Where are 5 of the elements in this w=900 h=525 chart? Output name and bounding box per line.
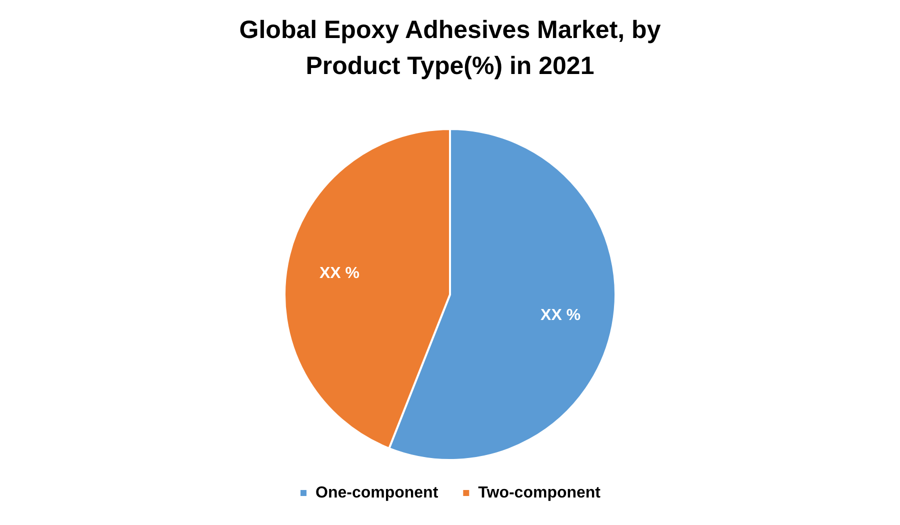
- data-label: XX %: [319, 264, 360, 282]
- data-label: XX %: [540, 306, 581, 324]
- legend-label: One-component: [315, 484, 439, 502]
- legend-label: Two-component: [478, 484, 602, 502]
- chart-title: Global Epoxy Adhesives Market, by Product Type(%) in 2021: [238, 15, 662, 82]
